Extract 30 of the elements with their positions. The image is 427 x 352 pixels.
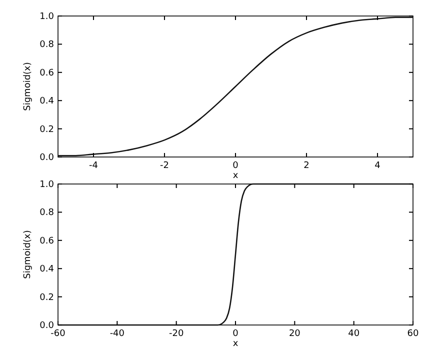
- x-tick-label: -20: [168, 329, 184, 339]
- y-axis-title: Sigmoid(x): [23, 230, 33, 279]
- y-tick-label: 0.6: [40, 236, 54, 246]
- y-tick-label: 1.0: [40, 180, 54, 190]
- x-tick-label: 2: [304, 161, 310, 171]
- x-tick-label: -2: [160, 161, 169, 171]
- y-tick-label: 0.0: [40, 153, 54, 163]
- x-tick-label: -60: [50, 329, 66, 339]
- x-axis-title: x: [232, 339, 239, 349]
- y-tick-label: 0.8: [40, 208, 54, 218]
- x-tick-label: -4: [89, 161, 98, 171]
- y-tick-label: 0.4: [40, 96, 54, 107]
- x-axis-title: x: [232, 171, 239, 181]
- line-series: [57, 16, 414, 156]
- x-tick-label: 40: [348, 329, 360, 339]
- y-axis-title: Sigmoid(x): [23, 62, 33, 111]
- x-tick-label: 20: [288, 329, 301, 339]
- y-tick-label: 0.2: [40, 124, 54, 135]
- x-tick-label: 0: [232, 329, 239, 339]
- x-tick-label: 4: [374, 161, 381, 171]
- x-tick-label: 0: [232, 161, 239, 171]
- x-tick-label: -40: [110, 329, 125, 339]
- y-tick-label: 0.6: [40, 68, 54, 78]
- y-tick-label: 1.0: [40, 12, 54, 22]
- y-tick-label: 0.0: [40, 321, 54, 331]
- y-tick-label: 0.8: [40, 40, 54, 50]
- x-tick-label: 60: [407, 329, 419, 339]
- y-tick-label: 0.2: [40, 292, 54, 303]
- line-series: [57, 183, 414, 326]
- y-tick-label: 0.4: [40, 264, 54, 275]
